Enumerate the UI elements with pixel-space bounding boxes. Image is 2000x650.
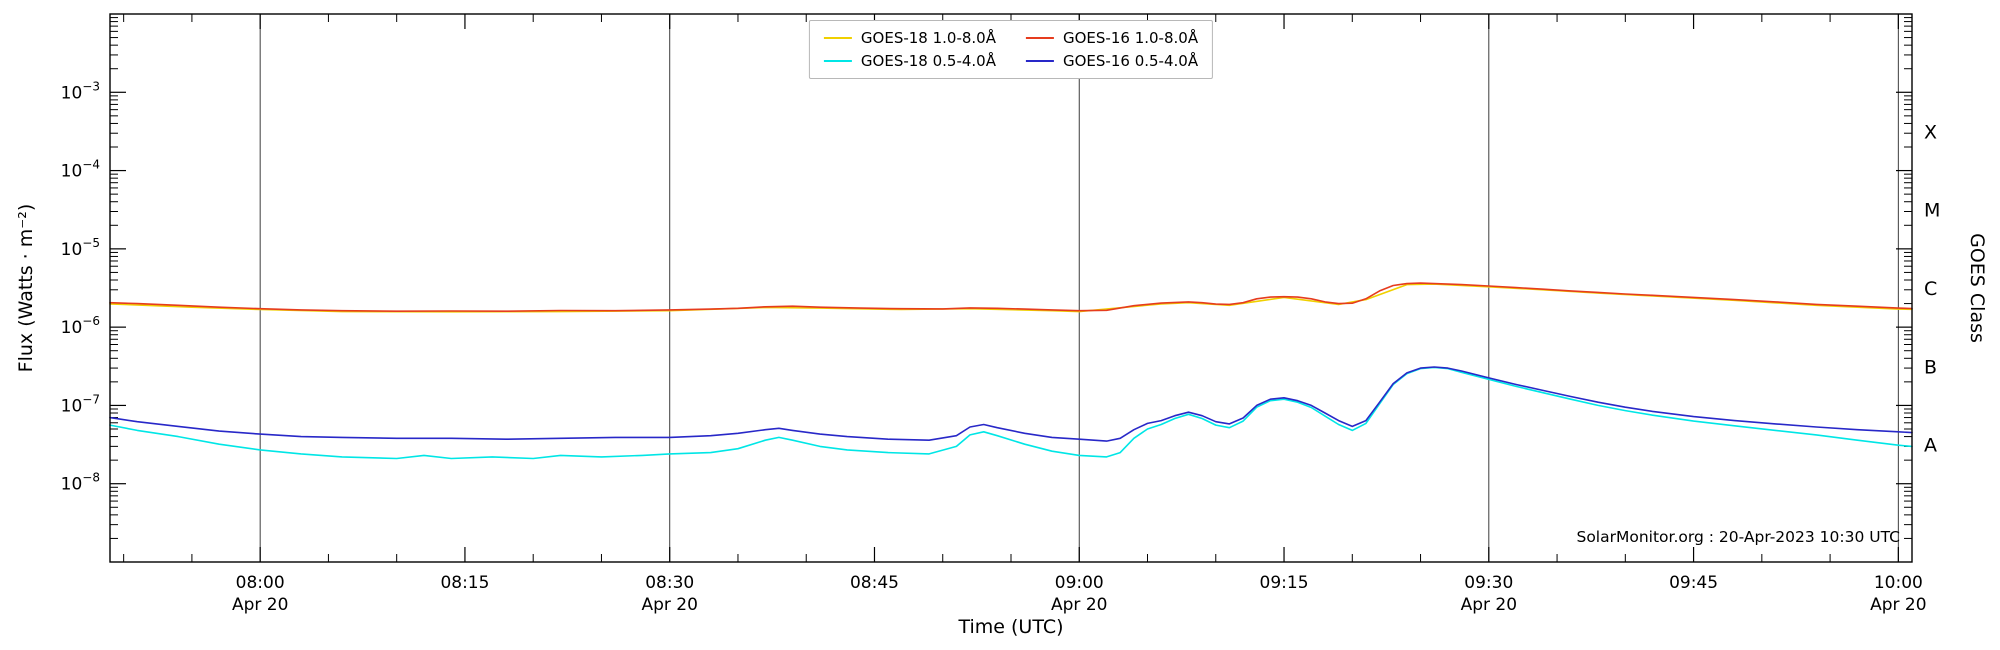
series-line-goes18-short xyxy=(109,366,1913,460)
svg-text:09:00: 09:00 xyxy=(1055,573,1104,593)
svg-text:Apr 20: Apr 20 xyxy=(641,595,697,615)
svg-text:10−3: 10−3 xyxy=(61,79,100,103)
svg-text:09:15: 09:15 xyxy=(1260,573,1309,593)
svg-text:Apr 20: Apr 20 xyxy=(1461,595,1517,615)
legend-item-goes18-long: GOES-18 1.0-8.0Å xyxy=(823,29,996,47)
legend-label-goes16-short: GOES-16 0.5-4.0Å xyxy=(1063,52,1199,70)
svg-text:10−5: 10−5 xyxy=(61,236,100,260)
svg-text:10:00: 10:00 xyxy=(1874,573,1923,593)
legend-swatch-goes16-long-icon xyxy=(1026,37,1054,39)
svg-text:Apr 20: Apr 20 xyxy=(1051,595,1107,615)
goes-class-letter-C: C xyxy=(1924,278,1937,300)
svg-text:08:15: 08:15 xyxy=(440,573,489,593)
y-axis-label-flux: Flux (Watts · m⁻²) xyxy=(15,203,37,373)
legend-item-goes18-short: GOES-18 0.5-4.0Å xyxy=(823,52,996,70)
svg-text:Apr 20: Apr 20 xyxy=(1870,595,1926,615)
legend-item-goes16-long: GOES-16 1.0-8.0Å xyxy=(1026,29,1198,47)
goes-class-letter-M: M xyxy=(1924,200,1940,222)
x-axis-label-time: Time (UTC) xyxy=(958,616,1064,638)
svg-text:10−6: 10−6 xyxy=(61,314,100,338)
legend: GOES-18 1.0-8.0Å GOES-18 0.5-4.0Å GOES-1… xyxy=(808,20,1214,79)
goes-class-letter-B: B xyxy=(1924,356,1937,378)
series-line-goes16-short xyxy=(109,366,1913,442)
legend-label-goes16-long: GOES-16 1.0-8.0Å xyxy=(1063,29,1199,47)
legend-label-goes18-long: GOES-18 1.0-8.0Å xyxy=(860,29,996,47)
series-line-goes18-long xyxy=(109,283,1913,313)
goes-class-letter-X: X xyxy=(1924,121,1937,143)
legend-swatch-goes16-short-icon xyxy=(1026,60,1054,62)
svg-text:10−7: 10−7 xyxy=(61,392,100,416)
svg-text:09:45: 09:45 xyxy=(1669,573,1718,593)
legend-item-goes16-short: GOES-16 0.5-4.0Å xyxy=(1026,52,1198,70)
series-line-goes16-long xyxy=(109,282,1913,312)
svg-text:09:30: 09:30 xyxy=(1464,573,1513,593)
svg-text:08:45: 08:45 xyxy=(850,573,899,593)
y-axis-label-goes-class: GOES Class xyxy=(1966,233,1988,343)
svg-text:Apr 20: Apr 20 xyxy=(232,595,288,615)
goes-class-letter-A: A xyxy=(1924,435,1937,457)
svg-text:10−8: 10−8 xyxy=(61,471,100,495)
legend-label-goes18-short: GOES-18 0.5-4.0Å xyxy=(860,52,996,70)
svg-text:10−4: 10−4 xyxy=(61,158,100,182)
legend-swatch-goes18-long-icon xyxy=(823,37,852,39)
svg-text:08:00: 08:00 xyxy=(236,573,285,593)
watermark-solarmonitor: SolarMonitor.org : 20-Apr-2023 10:30 UTC xyxy=(1576,528,1900,546)
legend-swatch-goes18-short-icon xyxy=(823,60,852,62)
svg-text:08:30: 08:30 xyxy=(645,573,694,593)
